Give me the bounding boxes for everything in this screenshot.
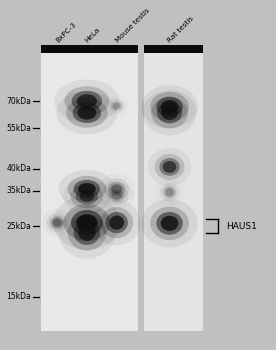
Text: 35kDa: 35kDa <box>6 186 31 195</box>
Ellipse shape <box>59 170 115 208</box>
Bar <box>144 45 203 53</box>
Text: 15kDa: 15kDa <box>7 293 31 301</box>
Ellipse shape <box>63 179 111 214</box>
Text: 25kDa: 25kDa <box>7 222 31 231</box>
Ellipse shape <box>54 79 120 122</box>
Ellipse shape <box>160 183 179 202</box>
Ellipse shape <box>68 215 106 251</box>
Ellipse shape <box>77 94 97 108</box>
Ellipse shape <box>161 106 178 120</box>
Ellipse shape <box>161 216 178 231</box>
Ellipse shape <box>141 85 198 128</box>
Ellipse shape <box>74 180 100 198</box>
Ellipse shape <box>111 191 122 200</box>
Ellipse shape <box>79 191 94 202</box>
Ellipse shape <box>156 212 183 235</box>
Text: 40kDa: 40kDa <box>6 164 31 173</box>
Ellipse shape <box>76 214 97 231</box>
Ellipse shape <box>78 225 96 241</box>
Ellipse shape <box>165 188 174 196</box>
Ellipse shape <box>76 188 98 204</box>
Ellipse shape <box>111 101 123 111</box>
Bar <box>144 45 203 331</box>
Text: HAUS1: HAUS1 <box>227 222 258 231</box>
Ellipse shape <box>59 207 115 259</box>
Ellipse shape <box>74 220 100 245</box>
Text: Rat testis: Rat testis <box>167 15 195 44</box>
Ellipse shape <box>105 186 129 205</box>
Ellipse shape <box>93 200 140 245</box>
Ellipse shape <box>105 212 128 233</box>
Ellipse shape <box>66 98 108 128</box>
Ellipse shape <box>104 178 129 199</box>
Ellipse shape <box>78 183 96 195</box>
Ellipse shape <box>157 102 182 124</box>
Ellipse shape <box>68 176 106 202</box>
Ellipse shape <box>53 196 121 250</box>
Ellipse shape <box>50 216 64 229</box>
Ellipse shape <box>65 86 109 116</box>
Ellipse shape <box>155 154 184 180</box>
Ellipse shape <box>73 103 101 123</box>
Ellipse shape <box>100 207 133 238</box>
Ellipse shape <box>160 158 180 176</box>
Ellipse shape <box>163 186 176 198</box>
Ellipse shape <box>161 100 178 113</box>
Ellipse shape <box>108 189 125 202</box>
Ellipse shape <box>150 92 189 122</box>
Ellipse shape <box>143 90 197 135</box>
Ellipse shape <box>150 206 189 240</box>
Ellipse shape <box>156 97 183 117</box>
Ellipse shape <box>141 199 198 248</box>
Ellipse shape <box>47 214 68 232</box>
Ellipse shape <box>108 182 125 196</box>
Text: HeLa: HeLa <box>84 26 101 44</box>
Ellipse shape <box>163 161 176 173</box>
Ellipse shape <box>151 97 188 128</box>
Text: 70kDa: 70kDa <box>6 97 31 105</box>
Bar <box>41 45 138 331</box>
Ellipse shape <box>63 204 110 241</box>
Ellipse shape <box>109 216 124 230</box>
Ellipse shape <box>148 148 191 186</box>
Ellipse shape <box>113 103 121 110</box>
Ellipse shape <box>71 210 103 235</box>
Ellipse shape <box>72 91 102 111</box>
Ellipse shape <box>52 218 62 227</box>
Ellipse shape <box>77 106 96 120</box>
Text: Mouse testis: Mouse testis <box>114 7 150 44</box>
Text: 55kDa: 55kDa <box>6 124 31 133</box>
Ellipse shape <box>70 184 103 208</box>
Ellipse shape <box>111 184 122 194</box>
Bar <box>41 45 138 53</box>
Text: BxPC-3: BxPC-3 <box>54 21 77 44</box>
Ellipse shape <box>57 91 117 134</box>
